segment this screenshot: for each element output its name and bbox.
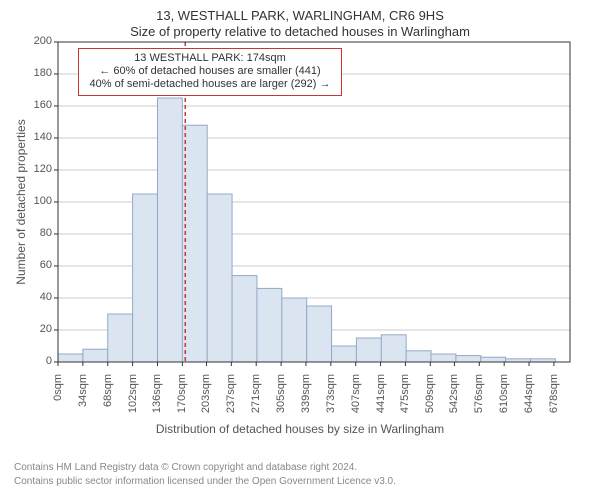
x-tick-label: 576sqm	[473, 374, 485, 424]
footer-line-1: Contains HM Land Registry data © Crown c…	[14, 462, 357, 473]
x-tick-label: 34sqm	[77, 374, 89, 424]
y-tick-label: 80	[24, 227, 52, 239]
x-tick-label: 136sqm	[151, 374, 163, 424]
x-tick-label: 0sqm	[52, 374, 64, 424]
y-tick-label: 180	[24, 67, 52, 79]
footer-line-2: Contains public sector information licen…	[14, 476, 396, 487]
x-tick-label: 102sqm	[127, 374, 139, 424]
x-tick-label: 271sqm	[250, 374, 262, 424]
x-tick-label: 441sqm	[375, 374, 387, 424]
y-tick-label: 0	[24, 355, 52, 367]
annotation-line-1: 13 WESTHALL PARK: 174sqm	[85, 52, 335, 65]
y-tick-label: 100	[24, 195, 52, 207]
x-tick-label: 170sqm	[176, 374, 188, 424]
y-tick-label: 140	[24, 131, 52, 143]
y-tick-label: 40	[24, 291, 52, 303]
x-tick-label: 339sqm	[300, 374, 312, 424]
x-tick-label: 509sqm	[424, 374, 436, 424]
x-tick-label: 237sqm	[225, 374, 237, 424]
x-tick-label: 68sqm	[102, 374, 114, 424]
x-tick-label: 407sqm	[350, 374, 362, 424]
x-tick-label: 678sqm	[548, 374, 560, 424]
annotation-box: 13 WESTHALL PARK: 174sqm ← 60% of detach…	[78, 48, 342, 96]
x-tick-label: 203sqm	[200, 374, 212, 424]
y-tick-label: 20	[24, 323, 52, 335]
page: 13, WESTHALL PARK, WARLINGHAM, CR6 9HS S…	[0, 0, 600, 500]
y-tick-label: 60	[24, 259, 52, 271]
y-tick-label: 200	[24, 35, 52, 47]
x-tick-label: 644sqm	[523, 374, 535, 424]
y-tick-label: 160	[24, 99, 52, 111]
x-tick-label: 373sqm	[325, 374, 337, 424]
annotation-line-3: 40% of semi-detached houses are larger (…	[85, 78, 335, 91]
x-tick-label: 305sqm	[275, 374, 287, 424]
annotation-line-2: ← 60% of detached houses are smaller (44…	[85, 65, 335, 78]
x-tick-label: 610sqm	[498, 374, 510, 424]
y-tick-label: 120	[24, 163, 52, 175]
x-tick-label: 475sqm	[399, 374, 411, 424]
x-tick-label: 542sqm	[448, 374, 460, 424]
